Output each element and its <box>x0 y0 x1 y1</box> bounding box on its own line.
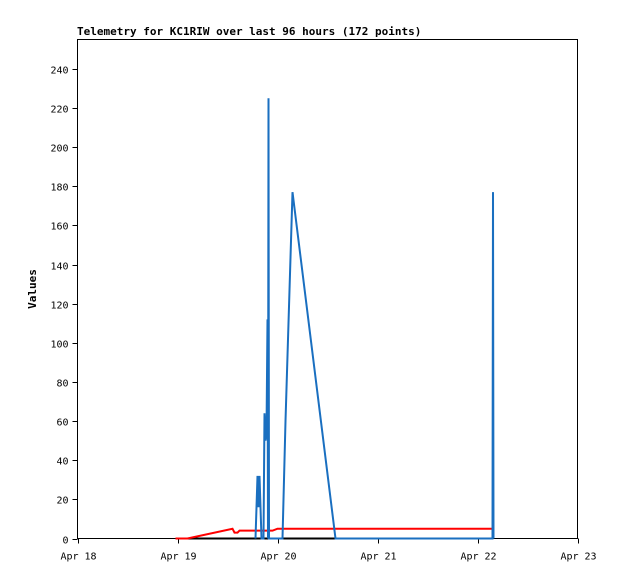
chart-title: Telemetry for KC1RIW over last 96 hours … <box>77 25 421 38</box>
x-tick-label: Apr 22 <box>460 552 496 563</box>
y-tick-label: 140 <box>50 262 68 273</box>
x-tick-label: Apr 18 <box>60 552 96 563</box>
y-tick-label: 240 <box>50 66 68 77</box>
y-tick-label: 120 <box>50 301 68 312</box>
plot-frame <box>77 39 578 539</box>
y-tick-label: 40 <box>56 457 68 468</box>
plot-series <box>175 98 495 540</box>
x-axis: Apr 18 Apr 19 Apr 20 Apr 21 Apr 22 Apr 23 <box>60 538 597 563</box>
x-tick-label: Apr 21 <box>360 552 396 563</box>
y-axis: 0 20 40 60 80 100 120 140 160 180 200 220 240 <box>50 66 78 547</box>
x-tick-label: Apr 23 <box>560 552 596 563</box>
y-axis-label: Values <box>26 269 39 309</box>
y-tick-label: 20 <box>56 496 68 507</box>
y-tick-label: 100 <box>50 340 68 351</box>
y-tick-label: 0 <box>62 536 68 547</box>
x-tick-label: Apr 19 <box>160 552 196 563</box>
series-line <box>175 527 493 540</box>
y-tick-label: 180 <box>50 183 68 194</box>
y-tick-label: 80 <box>56 379 68 390</box>
y-tick-label: 220 <box>50 105 68 116</box>
series-line <box>254 98 495 540</box>
y-tick-label: 60 <box>56 418 68 429</box>
y-tick-label: 160 <box>50 222 68 233</box>
x-tick-label: Apr 20 <box>260 552 296 563</box>
y-tick-label: 200 <box>50 144 68 155</box>
